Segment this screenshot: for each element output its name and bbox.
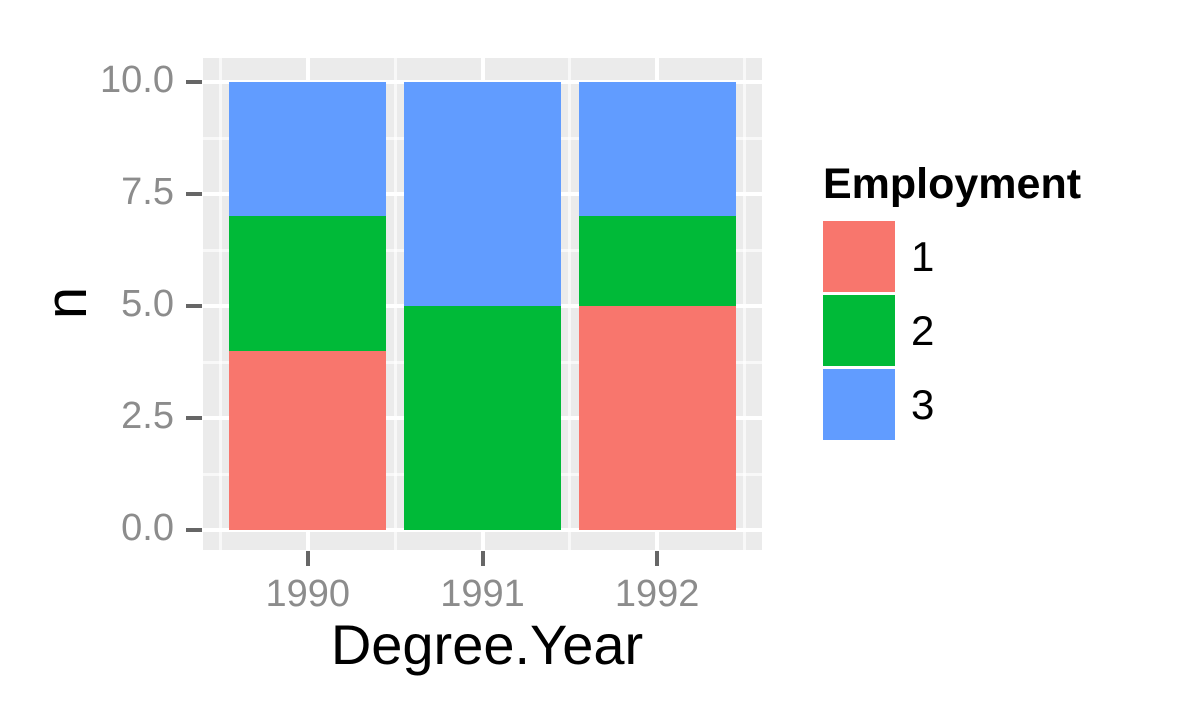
plot-panel — [203, 58, 762, 550]
x-axis-tick — [305, 551, 310, 566]
y-tick-label: 5.0 — [121, 283, 174, 325]
bar-segment-1992-employment-2 — [578, 216, 736, 306]
y-axis-tick — [186, 416, 202, 420]
legend: Employment 1 2 3 — [823, 160, 1081, 443]
bar-segment-1990-employment-2 — [229, 216, 387, 351]
legend-item-label: 2 — [911, 306, 935, 354]
legend-item-3: 3 — [823, 369, 1081, 440]
legend-item-2: 2 — [823, 295, 1081, 366]
legend-swatch-2 — [823, 295, 895, 366]
x-axis-tick — [480, 551, 485, 566]
legend-item-label: 1 — [911, 232, 935, 280]
y-tick-label: 10.0 — [100, 59, 174, 101]
y-axis-tick — [186, 80, 202, 84]
legend-item-1: 1 — [823, 221, 1081, 292]
legend-swatch-3 — [823, 369, 895, 440]
x-axis-title: Degree.Year — [330, 613, 644, 676]
y-axis-tick — [186, 192, 202, 196]
bar-segment-1991-employment-3 — [403, 82, 562, 306]
legend-item-label: 3 — [911, 380, 935, 428]
y-axis-tick — [186, 304, 202, 308]
y-axis-tick — [186, 528, 202, 532]
y-tick-label: 0.0 — [121, 507, 174, 549]
bar-segment-1992-employment-3 — [578, 82, 736, 217]
bar-segment-1990-employment-1 — [229, 350, 387, 530]
x-tick-label: 1991 — [440, 573, 525, 615]
x-axis-tick — [655, 551, 660, 566]
bar-segment-1992-employment-1 — [578, 306, 736, 530]
y-tick-label: 2.5 — [121, 395, 174, 437]
x-tick-label: 1992 — [614, 573, 700, 615]
bar-segment-1991-employment-2 — [403, 306, 562, 530]
legend-entries: 1 2 3 — [823, 221, 1081, 440]
legend-title: Employment — [823, 160, 1082, 208]
y-tick-label: 7.5 — [121, 171, 174, 213]
legend-swatch-1 — [823, 221, 895, 292]
bar-segment-1990-employment-3 — [229, 82, 387, 217]
x-tick-label: 1990 — [265, 573, 351, 615]
